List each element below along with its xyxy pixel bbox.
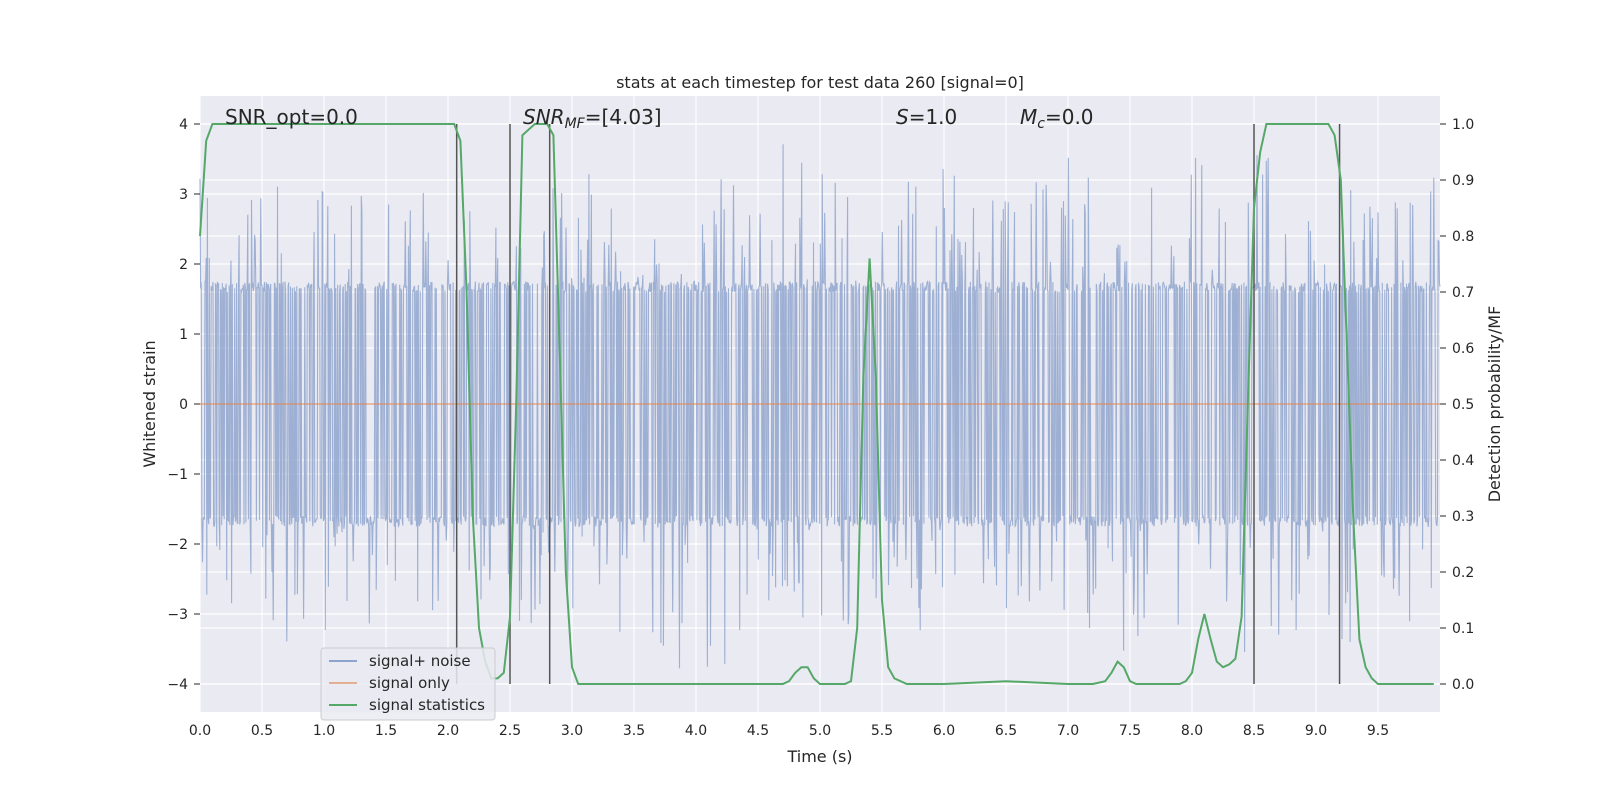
- signal-noise-line: [199, 144, 1441, 669]
- x-tick-label-14: 7.0: [1057, 723, 1079, 739]
- x-tick-label-5: 2.5: [499, 723, 521, 739]
- x-tick-label-3: 1.5: [375, 723, 397, 739]
- legend-label-signal-noise: signal+ noise: [369, 652, 471, 670]
- chart-title: stats at each timestep for test data 260…: [616, 73, 1024, 92]
- y-right-tick-label-8: 0.8: [1452, 229, 1474, 245]
- y-right-tick-label-1: 0.1: [1452, 621, 1474, 637]
- x-tick-label-0: 0.0: [189, 723, 211, 739]
- y-left-tick-label-7: 3: [179, 187, 188, 203]
- y-right-tick-label-4: 0.4: [1452, 453, 1474, 469]
- x-tick-label-9: 4.5: [747, 723, 769, 739]
- y-right-tick-label-5: 0.5: [1452, 397, 1474, 413]
- y-right-tick-label-2: 0.2: [1452, 565, 1474, 581]
- legend-label-signal-only: signal only: [369, 674, 450, 692]
- annotation-snr-mf: SNRMF=[4.03]: [523, 105, 662, 132]
- y-right-tick-label-6: 0.6: [1452, 341, 1474, 357]
- x-tick-label-15: 7.5: [1119, 723, 1141, 739]
- x-tick-label-12: 6.0: [933, 723, 955, 739]
- x-tick-label-4: 2.0: [437, 723, 459, 739]
- x-tick-label-13: 6.5: [995, 723, 1017, 739]
- y-left-tick-label-5: 1: [179, 327, 188, 343]
- x-tick-label-2: 1.0: [313, 723, 335, 739]
- x-tick-label-11: 5.5: [871, 723, 893, 739]
- x-axis-label: Time (s): [786, 747, 852, 766]
- y-left-axis-ticks: −4 −3 −2 −1 0 1 2 3 4: [167, 117, 200, 693]
- x-tick-label-17: 8.5: [1243, 723, 1265, 739]
- y-right-tick-label-0: 0.0: [1452, 677, 1474, 693]
- annotation-snr-opt: SNR_opt=0.0: [225, 105, 358, 129]
- y-left-tick-label-4: 0: [179, 397, 188, 413]
- y-right-tick-label-9: 0.9: [1452, 173, 1474, 189]
- legend: signal+ noise signal only signal statist…: [320, 647, 496, 721]
- x-axis-ticks: 0.0 0.5 1.0 1.5 2.0 2.5 3.0 3.5 4.0 4.5 5.0 5.5 6.0 6…: [189, 723, 1389, 739]
- y-left-tick-label-8: 4: [179, 117, 188, 133]
- y-right-tick-label-3: 0.3: [1452, 509, 1474, 525]
- y-left-tick-label-0: −4: [167, 677, 188, 693]
- y-right-tick-label-7: 0.7: [1452, 285, 1474, 301]
- x-tick-label-10: 5.0: [809, 723, 831, 739]
- x-tick-label-8: 4.0: [685, 723, 707, 739]
- legend-box: [320, 647, 496, 721]
- y-right-axis-ticks: 0.0 0.1 0.2 0.3 0.4 0.5 0.6 0.7 0.8 0.9 1.0: [1440, 117, 1474, 693]
- x-tick-label-18: 9.0: [1305, 723, 1327, 739]
- y-left-tick-label-2: −2: [167, 537, 188, 553]
- x-tick-label-7: 3.5: [623, 723, 645, 739]
- series-signal-noise: [199, 144, 1441, 669]
- y-left-tick-label-6: 2: [179, 257, 188, 273]
- y-right-axis-label: Detection probability/MF: [1485, 306, 1504, 503]
- x-tick-label-6: 3.0: [561, 723, 583, 739]
- x-tick-label-16: 8.0: [1181, 723, 1203, 739]
- x-tick-label-19: 9.5: [1367, 723, 1389, 739]
- x-tick-label-1: 0.5: [251, 723, 273, 739]
- annotation-mc: Mc=0.0: [1020, 105, 1094, 132]
- y-left-tick-label-1: −3: [167, 607, 188, 623]
- legend-label-signal-statistics: signal statistics: [369, 696, 485, 714]
- y-left-tick-label-3: −1: [167, 467, 188, 483]
- y-left-axis-label: Whitened strain: [140, 340, 159, 467]
- y-right-tick-label-10: 1.0: [1452, 117, 1474, 133]
- annotation-s: S=1.0: [896, 105, 957, 129]
